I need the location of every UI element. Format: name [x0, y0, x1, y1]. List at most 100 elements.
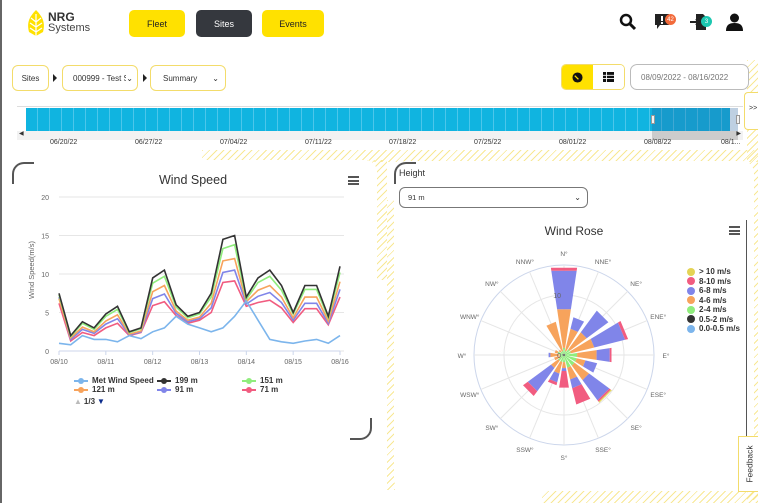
- legend-item[interactable]: 91 m: [157, 385, 193, 394]
- user-icon[interactable]: [726, 13, 743, 31]
- rose-bar-segment: [583, 360, 598, 373]
- rose-bar-segment: [557, 309, 571, 348]
- exports-button[interactable]: 3: [690, 13, 712, 33]
- legend-prev-icon[interactable]: ▲: [74, 397, 82, 406]
- rose-bar-segment: [564, 353, 565, 355]
- timeline-scrollbar-thumb[interactable]: [652, 131, 738, 140]
- radial-tick-label: 0: [557, 353, 561, 360]
- legend-symbol: [74, 386, 88, 393]
- legend-item[interactable]: 71 m: [242, 385, 278, 394]
- expand-panel-button[interactable]: >>: [744, 92, 758, 130]
- view-toggle: [561, 64, 625, 90]
- nav-events-button[interactable]: Events: [262, 10, 324, 37]
- legend-item[interactable]: 121 m: [74, 385, 115, 394]
- nav-sites-button[interactable]: Sites: [196, 10, 252, 37]
- legend-item[interactable]: Met Wind Speed: [74, 376, 154, 385]
- legend-item[interactable]: 151 m: [242, 376, 283, 385]
- dashboard-view-button[interactable]: [562, 65, 593, 89]
- feedback-tab[interactable]: Feedback: [738, 436, 758, 492]
- chart-menu-icon[interactable]: [729, 226, 740, 235]
- legend-symbol: [687, 324, 695, 333]
- timeline-date-label: 06/27/22: [135, 139, 163, 146]
- legend-pager: ▲ 1/3 ▼: [74, 397, 105, 406]
- rose-bar-segment: [559, 354, 563, 356]
- rose-bar-segment: [582, 373, 610, 401]
- legend-page: 1/3: [83, 397, 96, 406]
- timeline-date-label: 07/11/22: [305, 139, 332, 146]
- search-icon[interactable]: [619, 13, 637, 31]
- rose-bar-segment: [580, 310, 609, 339]
- timeline-navigator[interactable]: ◀ ▶: [17, 106, 743, 140]
- rose-bar-segment: [558, 349, 562, 353]
- y-tick-label: 10: [41, 272, 49, 279]
- series-line-2: [58, 243, 341, 339]
- wind-speed-panel: [12, 160, 377, 440]
- rose-bar-segment: [550, 352, 560, 358]
- legend-item[interactable]: 8-10 m/s: [687, 277, 731, 286]
- height-select[interactable]: 91 m ⌄: [399, 187, 588, 208]
- legend-item[interactable]: 4-6 m/s: [687, 296, 727, 305]
- breadcrumb-sites[interactable]: Sites: [12, 65, 49, 91]
- timeline-date-label: 06/20/22: [50, 139, 78, 146]
- rose-bar-segment: [557, 351, 563, 355]
- rose-bar-segment: [564, 354, 566, 355]
- legend-symbol: [242, 386, 256, 393]
- legend-label: 4-6 m/s: [699, 295, 727, 305]
- breadcrumb-arrow-icon: [53, 74, 57, 82]
- timeline-scrollbar[interactable]: ◀ ▶: [17, 131, 743, 140]
- nav-fleet-button[interactable]: Fleet: [129, 10, 185, 37]
- direction-label: NW°: [485, 280, 499, 288]
- legend-symbol: [157, 377, 171, 384]
- timeline-selection[interactable]: [652, 108, 738, 131]
- scroll-right-icon[interactable]: ▶: [736, 131, 741, 137]
- table-view-button[interactable]: [593, 65, 624, 89]
- timeline-date-label: 07/25/22: [474, 139, 502, 146]
- legend-item[interactable]: 0.5-2 m/s: [687, 315, 733, 324]
- legend-item[interactable]: 0.0-0.5 m/s: [687, 324, 740, 333]
- date-range-input[interactable]: [630, 64, 749, 90]
- timeline-handle-right[interactable]: [736, 115, 740, 124]
- direction-label: NE°: [630, 280, 642, 288]
- rose-bar-segment: [559, 355, 563, 358]
- legend-item[interactable]: 6-8 m/s: [687, 286, 727, 295]
- legend-label: 0.5-2 m/s: [699, 314, 734, 324]
- chevron-down-icon: ⌄: [212, 73, 219, 83]
- legend-item[interactable]: 199 m: [157, 376, 198, 385]
- logo[interactable]: NRG Systems: [26, 10, 90, 36]
- rose-bar-segment: [565, 353, 578, 357]
- rose-bar-segment: [560, 351, 564, 355]
- alerts-button[interactable]: 42: [654, 13, 676, 33]
- rose-bar-segment: [564, 350, 567, 354]
- scroll-left-icon[interactable]: ◀: [19, 131, 24, 137]
- rose-bar-segment: [564, 355, 566, 356]
- y-tick-label: 20: [41, 195, 49, 202]
- legend-item[interactable]: 2-4 m/s: [687, 305, 727, 314]
- timeline-handle-left[interactable]: [651, 115, 655, 124]
- chart-menu-icon[interactable]: [348, 176, 359, 185]
- legend-symbol: [687, 286, 695, 295]
- chevron-down-icon: ⌄: [574, 193, 581, 202]
- direction-grid-line: [500, 291, 565, 356]
- rose-bar-segment: [551, 270, 577, 310]
- view-select-value: Summary: [163, 73, 198, 83]
- timeline-date-label: 07/04/22: [220, 139, 248, 146]
- direction-label: SE°: [630, 424, 642, 432]
- legend-item[interactable]: > 10 m/s: [687, 267, 731, 276]
- legend-next-icon[interactable]: ▼: [97, 397, 105, 406]
- rose-bar-segment: [559, 371, 569, 388]
- legend-label: > 10 m/s: [699, 267, 731, 276]
- rose-bar-segment: [562, 347, 566, 354]
- rose-bar-segment: [597, 388, 611, 402]
- rose-bar-segment: [561, 368, 567, 371]
- rose-bar-segment: [562, 362, 566, 369]
- decorative-hatch: [387, 200, 395, 490]
- direction-label: N°: [560, 250, 568, 258]
- rose-bar-segment: [590, 322, 626, 348]
- site-select[interactable]: 000999 - Test Si ⌄: [62, 65, 138, 91]
- rose-bar-segment: [547, 379, 558, 386]
- view-select[interactable]: Summary ⌄: [150, 65, 226, 91]
- x-tick-label: 08/10: [50, 359, 68, 366]
- legend-label: 8-10 m/s: [699, 276, 732, 286]
- rose-bar-segment: [546, 321, 563, 352]
- timeline-date-label: 07/18/22: [389, 139, 417, 146]
